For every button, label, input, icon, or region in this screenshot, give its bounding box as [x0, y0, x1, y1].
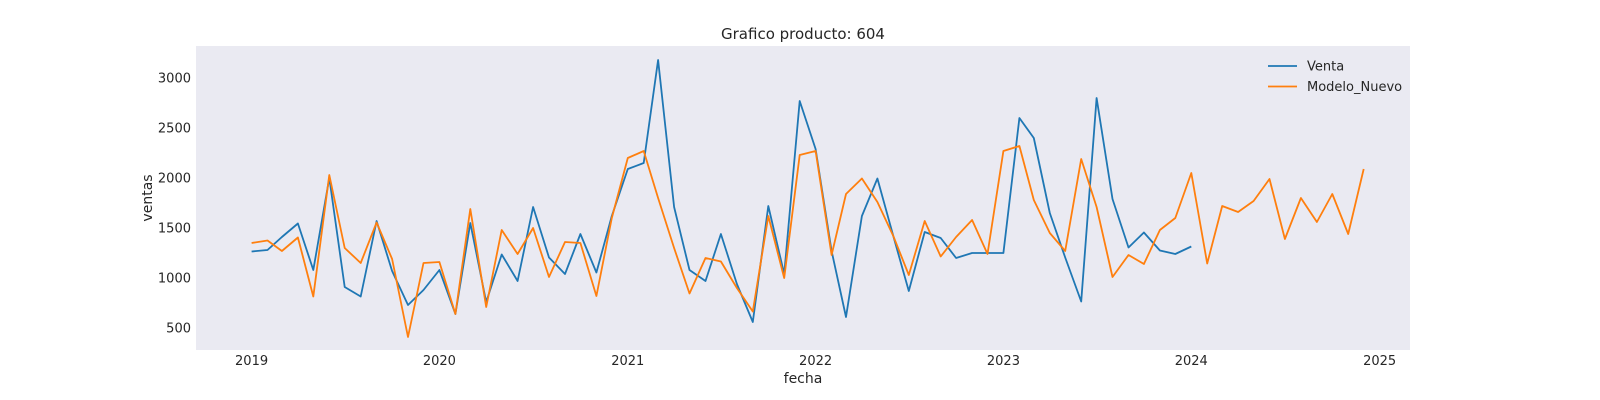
x-tick-label: 2025 — [1363, 354, 1396, 369]
y-tick-label: 1500 — [158, 222, 191, 237]
x-tick-label: 2020 — [423, 354, 456, 369]
y-tick-label: 1000 — [158, 272, 191, 287]
x-tick-label: 2021 — [611, 354, 644, 369]
legend-entry-label: Modelo_Nuevo — [1307, 80, 1402, 95]
x-tick-label: 2022 — [799, 354, 832, 369]
y-tick-label: 2500 — [158, 122, 191, 137]
plot-area — [196, 46, 1410, 350]
chart-title: Grafico producto: 604 — [721, 25, 885, 43]
y-tick-label: 3000 — [158, 72, 191, 87]
y-tick-label: 500 — [166, 322, 191, 337]
y-tick-label: 2000 — [158, 172, 191, 187]
x-axis-ticks: 2019 2020 2021 2022 2023 2024 2025 — [235, 354, 1396, 369]
y-axis-label: ventas — [140, 174, 156, 221]
x-tick-label: 2024 — [1175, 354, 1208, 369]
x-tick-label: 2019 — [235, 354, 268, 369]
series-layer — [251, 59, 1365, 338]
y-axis-ticks: 500 1000 1500 2000 2500 3000 — [158, 72, 191, 337]
x-tick-label: 2023 — [987, 354, 1020, 369]
series-line-modelo-nuevo — [251, 145, 1365, 338]
series-line-venta — [251, 59, 1192, 323]
legend: Venta Modelo_Nuevo — [1268, 60, 1402, 95]
x-axis-label: fecha — [784, 371, 823, 387]
legend-entry-label: Venta — [1307, 60, 1344, 75]
